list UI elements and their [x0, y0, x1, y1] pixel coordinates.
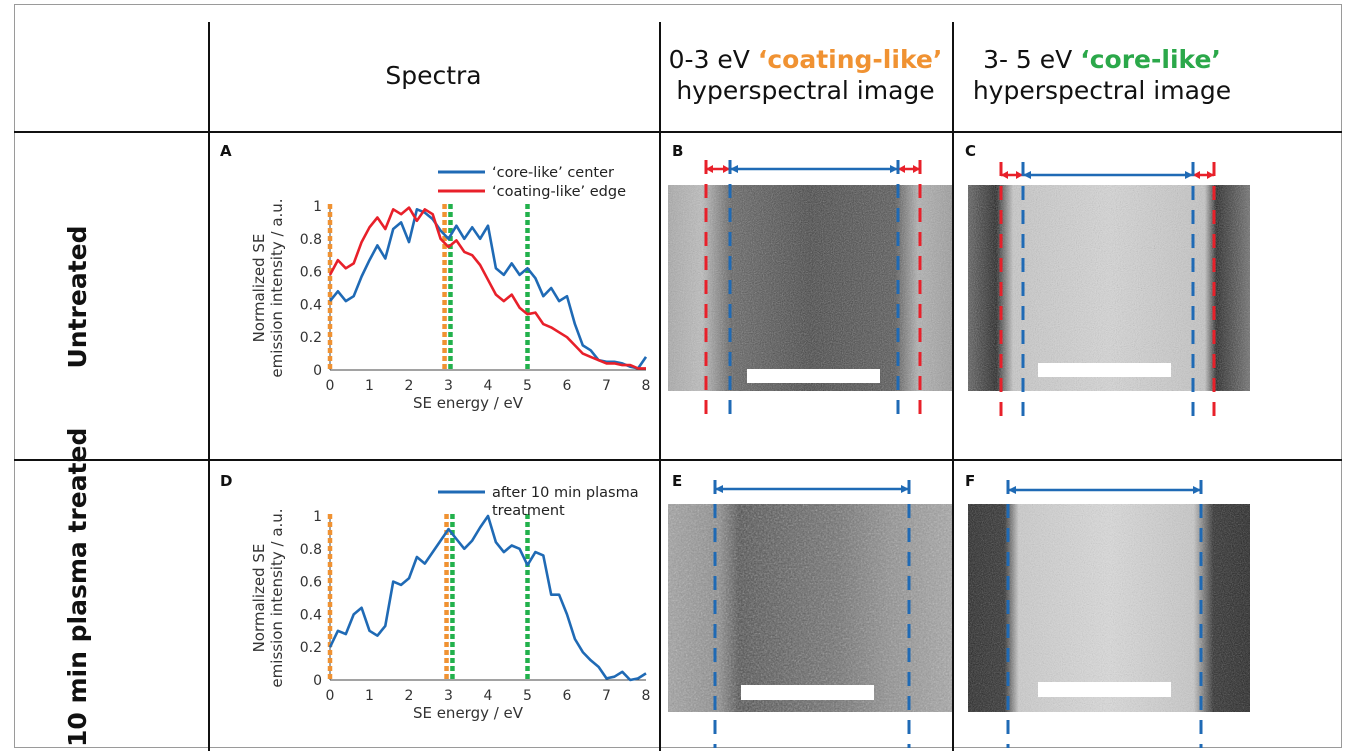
x-tick-label: 2 [405, 688, 414, 704]
x-tick-label: 3 [444, 378, 453, 394]
x-tick-label: 0 [326, 688, 335, 704]
header-spectra: Spectra [208, 60, 659, 91]
x-tick-label: 6 [563, 688, 572, 704]
header-coating-range: 0-3 eV [668, 45, 750, 74]
grid-vline-2 [659, 22, 661, 751]
y-tick-label: 0.2 [300, 640, 322, 656]
y-tick-label: 0.4 [300, 607, 322, 623]
x-tick-label: 4 [484, 378, 493, 394]
y-tick-label: 0.2 [300, 330, 322, 346]
x-tick-label: 5 [523, 378, 532, 394]
header-coating-sub: hyperspectral image [676, 76, 935, 105]
x-tick-label: 3 [444, 688, 453, 704]
y-axis-label-line2: emission intensity / a.u. [268, 508, 286, 687]
x-tick-label: 2 [405, 378, 414, 394]
grid-vline-3 [952, 22, 954, 751]
x-tick-label: 1 [365, 688, 374, 704]
header-core-term: ‘core-like’ [1080, 45, 1221, 74]
figure-frame [14, 4, 1342, 748]
y-tick-label: 0.4 [300, 297, 322, 313]
x-tick-label: 6 [563, 378, 572, 394]
panel-letter-a: A [220, 142, 232, 160]
sem-image-e [668, 480, 952, 748]
y-tick-label: 0.8 [300, 232, 322, 248]
y-axis-label-line2: emission intensity / a.u. [268, 198, 286, 377]
chart-d: 0 0.2 0.4 0.6 0.8 1 0 1 2 3 4 5 6 7 8 SE energy / eV Nor… [250, 485, 651, 722]
header-coating: 0-3 eV ‘coating-like’ hyperspectral imag… [659, 44, 952, 106]
x-tick-label: 7 [602, 378, 611, 394]
row-label-plasma: 10 min plasma treated [63, 427, 92, 747]
y-axis-label-line1: Normalized SE [250, 234, 268, 343]
y-tick-label: 0 [313, 363, 322, 379]
panel-letter-c: C [965, 142, 977, 160]
y-tick-label: 1 [313, 509, 322, 525]
grid-vline-1 [208, 22, 210, 751]
y-axis-label-line1: Normalized SE [250, 544, 268, 653]
header-core: 3- 5 eV ‘core-like’ hyperspectral image [952, 44, 1342, 106]
panel-letter-f: F [965, 472, 976, 490]
grid-hline-1 [14, 131, 1342, 133]
y-tick-label: 1 [313, 199, 322, 215]
x-tick-label: 7 [602, 688, 611, 704]
panel-letter-e: E [672, 472, 683, 490]
x-tick-label: 5 [523, 688, 532, 704]
x-tick-label: 8 [642, 688, 651, 704]
header-core-range: 3- 5 eV [983, 45, 1073, 74]
sem-image-b [668, 160, 952, 418]
y-tick-label: 0 [313, 673, 322, 689]
header-core-line1: 3- 5 eV ‘core-like’ [952, 44, 1252, 75]
header-spectra-text: Spectra [385, 61, 482, 90]
sem-image-c [968, 162, 1250, 418]
chart-a: 0 0.2 0.4 0.6 0.8 1 0 1 2 3 4 5 6 7 8 SE energy / eV Nor… [250, 165, 651, 412]
x-tick-label: 4 [484, 688, 493, 704]
y-tick-label: 0.6 [300, 265, 322, 281]
x-tick-label: 0 [326, 378, 335, 394]
legend-label-line1: after 10 min plasma [492, 485, 639, 501]
legend-label-line2: treatment [492, 503, 565, 519]
grid-hline-2 [14, 459, 1342, 461]
series-line-1 [328, 514, 647, 682]
header-coating-term: ‘coating-like’ [757, 45, 943, 74]
legend-label-2: ‘coating-like’ edge [492, 184, 626, 200]
header-coating-line1: 0-3 eV ‘coating-like’ [659, 44, 952, 75]
series-line-1 [328, 207, 648, 370]
row-label-untreated: Untreated [63, 225, 92, 369]
sem-image-f [968, 480, 1250, 748]
x-axis-label: SE energy / eV [413, 704, 524, 722]
y-tick-label: 0.8 [300, 542, 322, 558]
x-tick-label: 1 [365, 378, 374, 394]
panel-letter-b: B [672, 142, 684, 160]
panel-letter-d: D [220, 472, 233, 490]
x-axis-label: SE energy / eV [413, 394, 524, 412]
legend-label-1: ‘core-like’ center [492, 165, 614, 181]
x-tick-label: 8 [642, 378, 651, 394]
header-core-sub: hyperspectral image [972, 76, 1232, 105]
y-tick-label: 0.6 [300, 575, 322, 591]
series-line-2 [328, 206, 646, 370]
